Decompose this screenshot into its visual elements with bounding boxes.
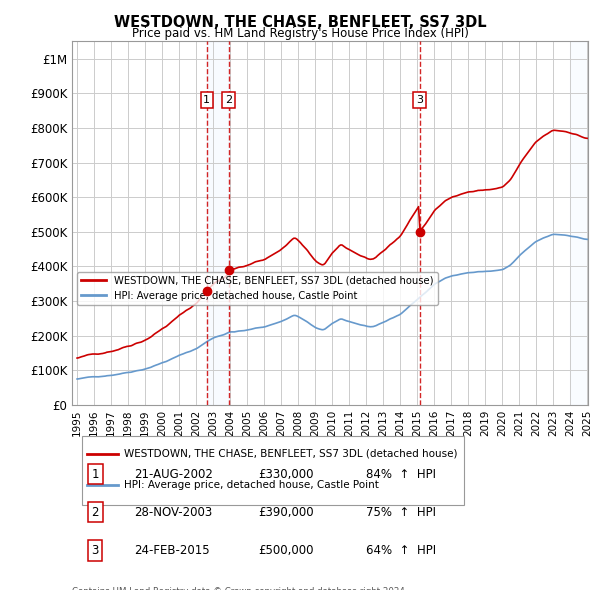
- Text: £500,000: £500,000: [258, 544, 313, 557]
- Text: 28-NOV-2003: 28-NOV-2003: [134, 506, 212, 519]
- Text: Contains HM Land Registry data © Crown copyright and database right 2024.: Contains HM Land Registry data © Crown c…: [72, 587, 407, 590]
- Text: 1: 1: [203, 95, 211, 105]
- Text: 3: 3: [416, 95, 423, 105]
- Legend: WESTDOWN, THE CHASE, BENFLEET, SS7 3DL (detached house), HPI: Average price, det: WESTDOWN, THE CHASE, BENFLEET, SS7 3DL (…: [77, 272, 437, 305]
- Text: 84%  ↑  HPI: 84% ↑ HPI: [366, 468, 436, 481]
- Bar: [207, 41, 229, 405]
- Text: WESTDOWN, THE CHASE, BENFLEET, SS7 3DL (detached house): WESTDOWN, THE CHASE, BENFLEET, SS7 3DL (…: [124, 448, 457, 458]
- Text: 21-AUG-2002: 21-AUG-2002: [134, 468, 213, 481]
- FancyBboxPatch shape: [82, 436, 464, 506]
- Text: £330,000: £330,000: [258, 468, 313, 481]
- Bar: [570, 41, 588, 405]
- Text: WESTDOWN, THE CHASE, BENFLEET, SS7 3DL: WESTDOWN, THE CHASE, BENFLEET, SS7 3DL: [113, 15, 487, 30]
- Text: 75%  ↑  HPI: 75% ↑ HPI: [366, 506, 436, 519]
- Text: 3: 3: [92, 544, 99, 557]
- Text: 64%  ↑  HPI: 64% ↑ HPI: [366, 544, 436, 557]
- Text: 2: 2: [225, 95, 232, 105]
- Bar: [570, 41, 588, 405]
- Text: 1: 1: [91, 468, 99, 481]
- Text: 2: 2: [91, 506, 99, 519]
- Text: HPI: Average price, detached house, Castle Point: HPI: Average price, detached house, Cast…: [124, 480, 379, 490]
- Text: 24-FEB-2015: 24-FEB-2015: [134, 544, 209, 557]
- Text: Price paid vs. HM Land Registry's House Price Index (HPI): Price paid vs. HM Land Registry's House …: [131, 27, 469, 40]
- Text: £390,000: £390,000: [258, 506, 313, 519]
